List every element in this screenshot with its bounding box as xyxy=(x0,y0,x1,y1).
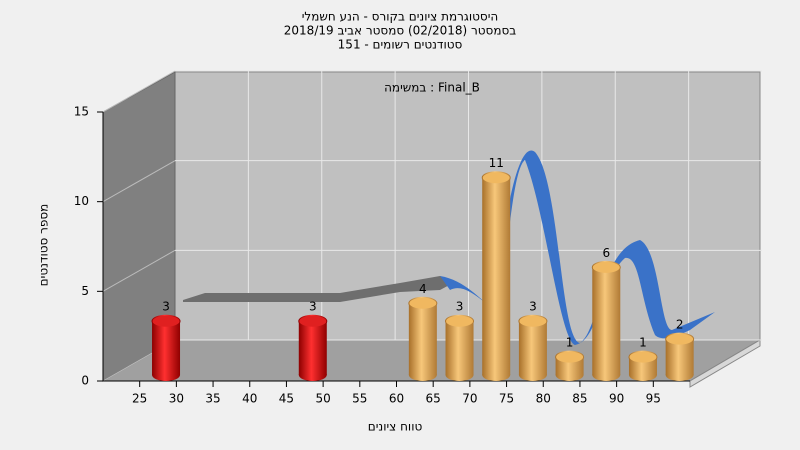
x-tick-label: 80 xyxy=(536,392,551,406)
x-tick-label: 75 xyxy=(499,392,514,406)
bar-body xyxy=(445,321,474,375)
value-label: 6 xyxy=(602,246,610,260)
bar xyxy=(628,350,658,381)
value-label: 3 xyxy=(309,300,317,314)
y-tick-label: 15 xyxy=(74,105,89,119)
x-tick-label: 35 xyxy=(205,392,220,406)
value-label: 3 xyxy=(529,300,537,314)
x-tick-label: 55 xyxy=(352,392,367,406)
x-tick-label: 30 xyxy=(169,392,184,406)
bar xyxy=(298,314,328,381)
bar xyxy=(151,314,181,381)
grid-line xyxy=(102,70,176,113)
bar-body xyxy=(482,177,511,375)
value-label: 3 xyxy=(456,300,464,314)
x-tick-label: 65 xyxy=(426,392,441,406)
x-tick-label: 90 xyxy=(609,392,624,406)
bar-body xyxy=(518,321,547,375)
bar-top xyxy=(665,332,695,346)
bar xyxy=(518,314,548,381)
floor-edge xyxy=(689,339,761,388)
chart-subtitle: סטודנטים רשומים - 151 xyxy=(338,38,463,52)
bar-body xyxy=(592,267,621,375)
value-label: 2 xyxy=(676,318,684,332)
value-label: 1 xyxy=(566,336,574,350)
bar-top xyxy=(151,314,181,328)
bar-top xyxy=(628,350,658,364)
bar-top xyxy=(481,171,511,185)
y-tick-label: 0 xyxy=(81,374,89,388)
bar xyxy=(481,171,511,381)
grid-line xyxy=(102,160,176,203)
value-label: 11 xyxy=(489,156,504,170)
chart-subtitle: בסמסטר (02/2018) סמסטר אביב 2018/19 xyxy=(284,24,516,38)
bar-top xyxy=(518,314,548,328)
x-tick-label: 45 xyxy=(279,392,294,406)
y-tick-label: 10 xyxy=(74,194,89,208)
bar xyxy=(408,296,438,381)
x-tick-label: 40 xyxy=(242,392,257,406)
value-label: 1 xyxy=(639,336,647,350)
annotation: במשימה : Final_B xyxy=(384,81,480,95)
bar-top xyxy=(555,350,585,364)
bar-top xyxy=(591,260,621,274)
bar-top xyxy=(408,296,438,310)
x-tick-label: 70 xyxy=(462,392,477,406)
x-tick-label: 60 xyxy=(389,392,404,406)
value-label: 3 xyxy=(162,300,170,314)
x-tick-label: 85 xyxy=(572,392,587,406)
x-tick-label: 50 xyxy=(315,392,330,406)
value-label: 4 xyxy=(419,282,427,296)
bar xyxy=(591,260,621,381)
bar xyxy=(555,350,585,381)
grid-line xyxy=(102,249,176,292)
chart-title: היסטוגרמת ציונים בקורס - הנע חשמלי xyxy=(302,10,498,24)
bar-body xyxy=(152,321,181,375)
trend-ribbon-flat xyxy=(183,276,455,302)
trend-ribbon xyxy=(440,150,715,345)
x-tick-label: 25 xyxy=(132,392,147,406)
bar-top xyxy=(445,314,475,328)
x-tick-label: 95 xyxy=(646,392,661,406)
bar xyxy=(445,314,475,381)
grid xyxy=(102,70,762,382)
bar xyxy=(665,332,695,381)
y-tick-label: 5 xyxy=(81,284,89,298)
y-axis-label: מספר סטודנטים xyxy=(37,204,51,287)
bar-body xyxy=(298,321,327,375)
bar-top xyxy=(298,314,328,328)
x-axis-label: טווח ציונים xyxy=(368,420,423,434)
bar-body xyxy=(408,303,437,375)
